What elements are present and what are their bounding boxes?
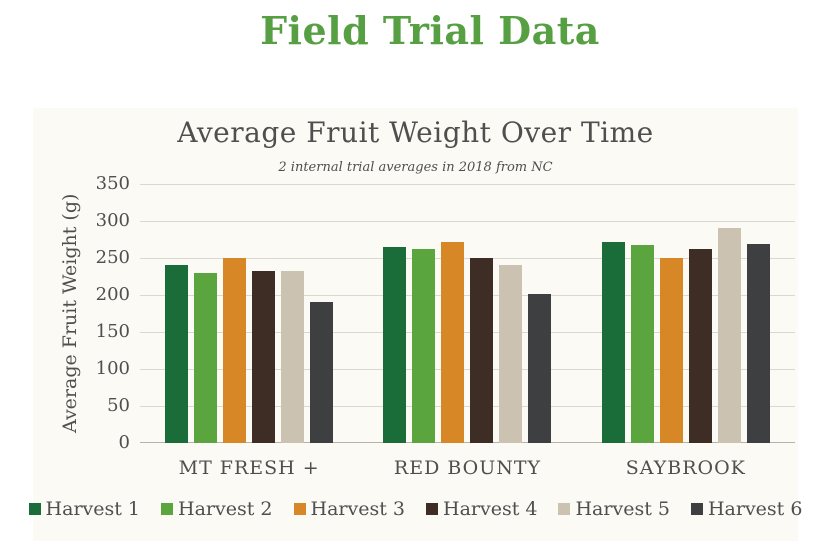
y-tick-label-50: 50: [107, 395, 130, 416]
legend-item-harvest-6: Harvest 6: [690, 498, 803, 520]
gridline-150: [140, 332, 795, 333]
chart-card: Average Fruit Weight Over Time 2 interna…: [28, 108, 802, 541]
legend-item-harvest-5: Harvest 5: [558, 498, 670, 520]
page-title: Field Trial Data: [260, 8, 600, 53]
gridline-50: [140, 406, 795, 407]
legend-label: Harvest 6: [707, 498, 803, 520]
gridline-100: [140, 369, 795, 370]
legend-label: Harvest 3: [310, 498, 405, 520]
bar-harvest-5: [499, 265, 523, 443]
bar-harvest-4: [688, 249, 712, 443]
legend-label: Harvest 1: [45, 498, 141, 520]
legend-item-harvest-1: Harvest 1: [28, 498, 141, 520]
x-axis-labels: MT FRESH + RED BOUNTY SAYBROOK: [140, 457, 795, 479]
bar-harvest-6: [746, 243, 770, 443]
legend-label: Harvest 2: [178, 498, 273, 520]
y-tick-label-0: 0: [118, 432, 130, 453]
bar-harvest-5: [281, 270, 305, 443]
y-tick-label-250: 250: [95, 247, 130, 268]
gridline-350: [140, 184, 795, 185]
y-tick-label-300: 300: [95, 210, 130, 231]
bar-group-mt-fresh: [140, 184, 358, 443]
legend-item-harvest-2: Harvest 2: [161, 498, 273, 520]
legend-swatch-icon: [558, 503, 571, 515]
bar-harvest-6: [310, 302, 334, 443]
y-tick-label-150: 150: [95, 321, 130, 342]
y-tick-label-350: 350: [95, 173, 130, 194]
legend-swatch-icon: [293, 503, 306, 515]
bar-groups: [140, 184, 795, 443]
bar-harvest-4: [252, 270, 276, 443]
bar-harvest-3: [659, 258, 683, 443]
x-axis-label: RED BOUNTY: [393, 457, 542, 479]
chart-title: Average Fruit Weight Over Time: [177, 116, 654, 149]
legend-item-harvest-4: Harvest 4: [426, 498, 537, 520]
legend-swatch-icon: [28, 503, 41, 515]
bar-harvest-2: [412, 249, 436, 443]
bar-harvest-6: [528, 293, 552, 443]
plot-area: [140, 184, 795, 443]
bar-group-red-bounty: [358, 184, 576, 443]
bar-group-saybrook: [577, 184, 795, 443]
bar-harvest-1: [383, 246, 407, 443]
bar-harvest-3: [223, 258, 247, 443]
gridline-200: [140, 295, 795, 296]
legend-label: Harvest 5: [575, 498, 670, 520]
bar-harvest-1: [601, 241, 625, 443]
bar-harvest-4: [470, 258, 494, 443]
bar-harvest-2: [194, 272, 218, 443]
legend-item-harvest-3: Harvest 3: [293, 498, 405, 520]
legend-swatch-icon: [426, 503, 438, 515]
bar-harvest-2: [630, 244, 654, 443]
x-axis-label: MT FRESH +: [178, 457, 320, 479]
chart-subtitle: 2 internal trial averages in 2018 from N…: [278, 160, 553, 175]
legend-swatch-icon: [161, 503, 174, 515]
gridline-250: [140, 258, 795, 259]
bar-harvest-3: [441, 241, 465, 443]
y-tick-label-100: 100: [95, 358, 130, 379]
legend-label: Harvest 4: [443, 498, 538, 520]
x-axis-label: SAYBROOK: [625, 457, 746, 479]
bar-harvest-5: [717, 228, 741, 443]
legend-swatch-icon: [690, 503, 703, 515]
y-tick-label-200: 200: [95, 284, 130, 305]
gridline-0: [140, 442, 795, 443]
gridline-300: [140, 221, 795, 222]
bar-harvest-1: [165, 265, 189, 443]
legend: Harvest 1 Harvest 2 Harvest 3 Harvest 4 Harv…: [28, 498, 802, 520]
